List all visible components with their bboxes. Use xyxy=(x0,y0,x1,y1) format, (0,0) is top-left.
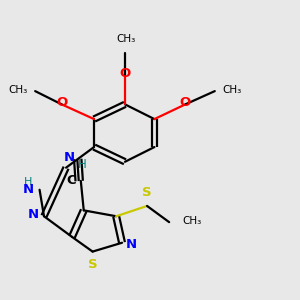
Text: CH₃: CH₃ xyxy=(182,216,202,226)
Text: N: N xyxy=(64,151,75,164)
Text: O: O xyxy=(180,96,191,110)
Text: C: C xyxy=(67,174,76,188)
Text: CH₃: CH₃ xyxy=(9,85,28,94)
Text: O: O xyxy=(119,67,130,80)
Text: H: H xyxy=(78,158,87,171)
Text: O: O xyxy=(56,96,67,110)
Text: CH₃: CH₃ xyxy=(222,85,242,94)
Text: N: N xyxy=(28,208,39,221)
Text: N: N xyxy=(23,183,34,196)
Text: H: H xyxy=(24,177,32,188)
Text: S: S xyxy=(88,258,98,271)
Text: CH₃: CH₃ xyxy=(117,34,136,44)
Text: N: N xyxy=(126,238,137,251)
Text: S: S xyxy=(142,187,152,200)
